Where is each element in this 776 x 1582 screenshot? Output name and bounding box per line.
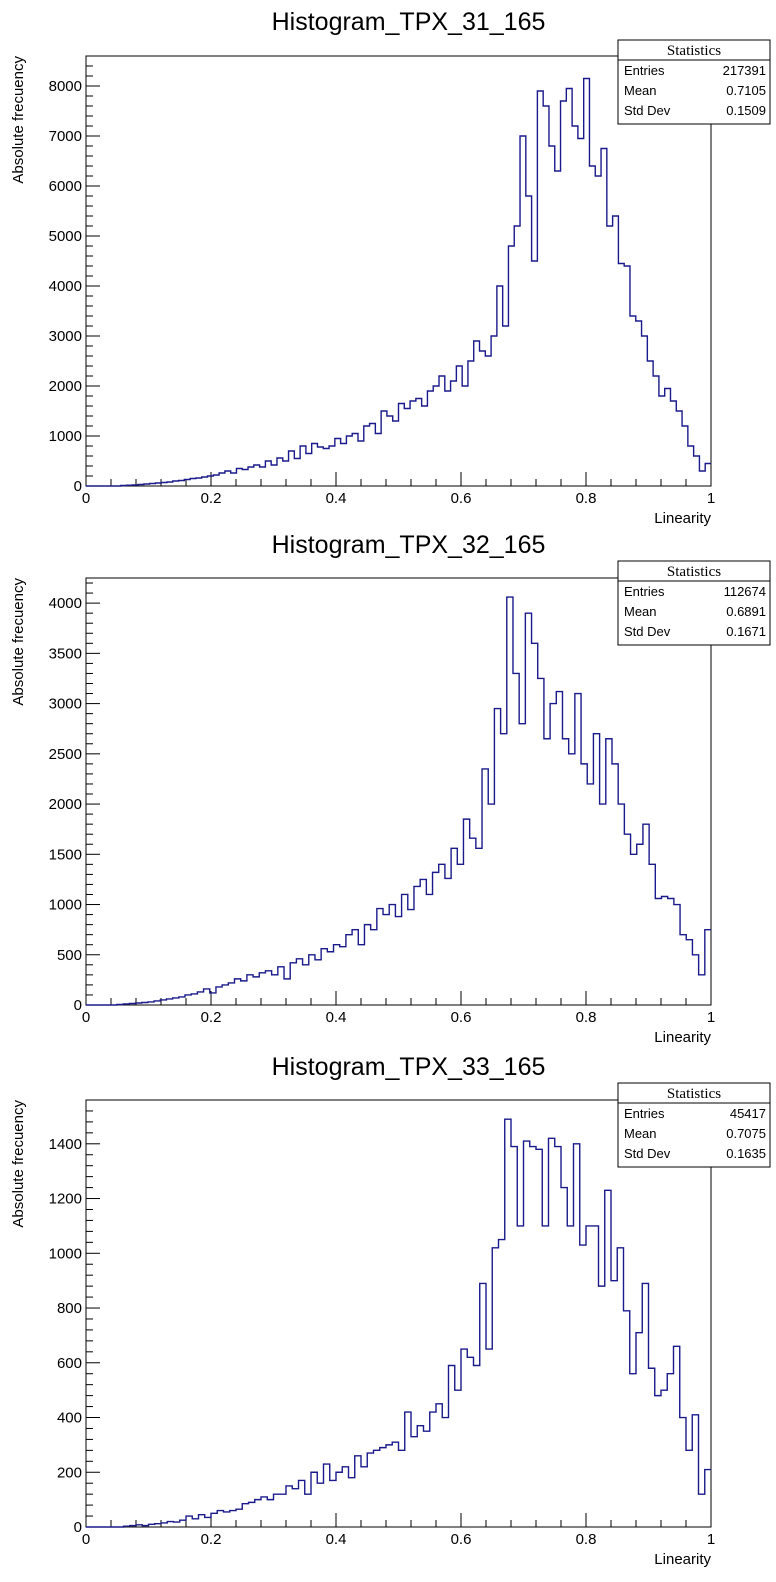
y-tick-label: 1000 [49, 897, 82, 914]
statistics-value: 0.6891 [726, 604, 766, 619]
statistics-title: Statistics [667, 1086, 721, 1102]
statistics-frame [617, 39, 771, 125]
x-tick-label: 1 [707, 490, 715, 507]
y-tick-label: 800 [57, 1300, 82, 1317]
y-tick-label: 1400 [49, 1136, 82, 1153]
y-tick-label: 2000 [49, 796, 82, 813]
statistics-value: 0.1635 [726, 1146, 766, 1161]
statistics-title: Statistics [667, 43, 721, 59]
y-tick-label: 5000 [49, 228, 82, 245]
y-tick-label: 600 [57, 1355, 82, 1372]
histogram-panel-3: Histogram_TPX_33_165 0 0.2 0.4 0.6 0.8 1 0 200 40… [10, 1053, 771, 1568]
x-tick-label: 0.4 [326, 490, 347, 507]
statistics-value: 112674 [724, 584, 766, 599]
y-tick-label: 2000 [49, 378, 82, 395]
chart-title: Histogram_TPX_31_165 [272, 8, 546, 36]
x-tick-label: 0.4 [326, 1531, 347, 1548]
x-tick-label: 0.6 [451, 490, 472, 507]
y-tick-label: 8000 [49, 78, 82, 95]
statistics-label: Mean [624, 1126, 657, 1141]
x-tick-label: 0.8 [576, 490, 597, 507]
x-tick-label: 0.8 [576, 1531, 597, 1548]
x-tick-label: 0 [82, 1009, 90, 1026]
statistics-label: Std Dev [624, 103, 671, 118]
histogram-line [86, 1118, 711, 1528]
x-axis-label: Linearity [654, 1029, 711, 1046]
statistics-value: 0.7075 [726, 1126, 766, 1141]
y-tick-label: 500 [57, 947, 82, 964]
chart-title: Histogram_TPX_32_165 [272, 531, 546, 559]
x-tick-label: 0.6 [451, 1009, 472, 1026]
statistics-value: 45417 [730, 1106, 766, 1121]
statistics-frame [617, 1082, 771, 1168]
x-tick-label: 0.6 [451, 1531, 472, 1548]
x-tick-label: 0.2 [201, 1009, 222, 1026]
y-tick-label: 0 [74, 1519, 82, 1536]
y-tick-label: 6000 [49, 178, 82, 195]
statistics-label: Entries [624, 63, 665, 78]
plot-frame [85, 577, 712, 1006]
y-axis-label: Absolute frecuency [10, 578, 27, 706]
x-tick-label: 0.8 [576, 1009, 597, 1026]
y-tick-label: 200 [57, 1464, 82, 1481]
statistics-label: Mean [624, 604, 657, 619]
statistics-label: Std Dev [624, 624, 671, 639]
x-axis-label: Linearity [654, 510, 711, 527]
y-tick-label: 0 [74, 997, 82, 1014]
statistics-value: 0.1671 [726, 624, 766, 639]
y-tick-label: 4000 [49, 595, 82, 612]
statistics-value: 0.7105 [726, 83, 766, 98]
x-axis-label: Linearity [654, 1551, 711, 1568]
y-tick-label: 7000 [49, 128, 82, 145]
y-tick-label: 0 [74, 478, 82, 495]
histogram-line [86, 596, 711, 1006]
statistics-label: Entries [624, 1106, 665, 1121]
plot-frame [85, 55, 712, 487]
chart-title: Histogram_TPX_33_165 [272, 1053, 546, 1081]
statistics-label: Mean [624, 83, 657, 98]
statistics-value: 0.1509 [726, 103, 766, 118]
y-tick-label: 1500 [49, 846, 82, 863]
y-tick-label: 1000 [49, 1245, 82, 1262]
histogram-line [86, 77, 711, 487]
y-tick-label: 2500 [49, 746, 82, 763]
x-tick-label: 0.2 [201, 1531, 222, 1548]
x-tick-label: 1 [707, 1531, 715, 1548]
histogram-panel-2: Histogram_TPX_32_165 0 0.2 0.4 0.6 0.8 1 0 500 10… [10, 531, 771, 1046]
x-tick-label: 0 [82, 1531, 90, 1548]
y-axis-label: Absolute frecuency [10, 1100, 27, 1228]
y-tick-label: 400 [57, 1410, 82, 1427]
y-tick-label: 1000 [49, 428, 82, 445]
x-tick-label: 0.4 [326, 1009, 347, 1026]
y-tick-label: 1200 [49, 1191, 82, 1208]
histogram-panel-1: Histogram_TPX_31_165 0 0.2 0.4 0.6 0.8 1 0 1000 2… [10, 8, 771, 527]
x-tick-label: 1 [707, 1009, 715, 1026]
y-tick-label: 4000 [49, 278, 82, 295]
y-tick-label: 3000 [49, 696, 82, 713]
plot-frame [85, 1099, 712, 1528]
y-tick-label: 3500 [49, 645, 82, 662]
statistics-frame [617, 560, 771, 646]
statistics-value: 217391 [723, 63, 766, 78]
x-tick-label: 0.2 [201, 490, 222, 507]
statistics-label: Std Dev [624, 1146, 671, 1161]
x-tick-label: 0 [82, 490, 90, 507]
statistics-label: Entries [624, 584, 665, 599]
y-axis-label: Absolute frecuency [10, 56, 27, 184]
y-tick-label: 3000 [49, 328, 82, 345]
statistics-title: Statistics [667, 564, 721, 580]
